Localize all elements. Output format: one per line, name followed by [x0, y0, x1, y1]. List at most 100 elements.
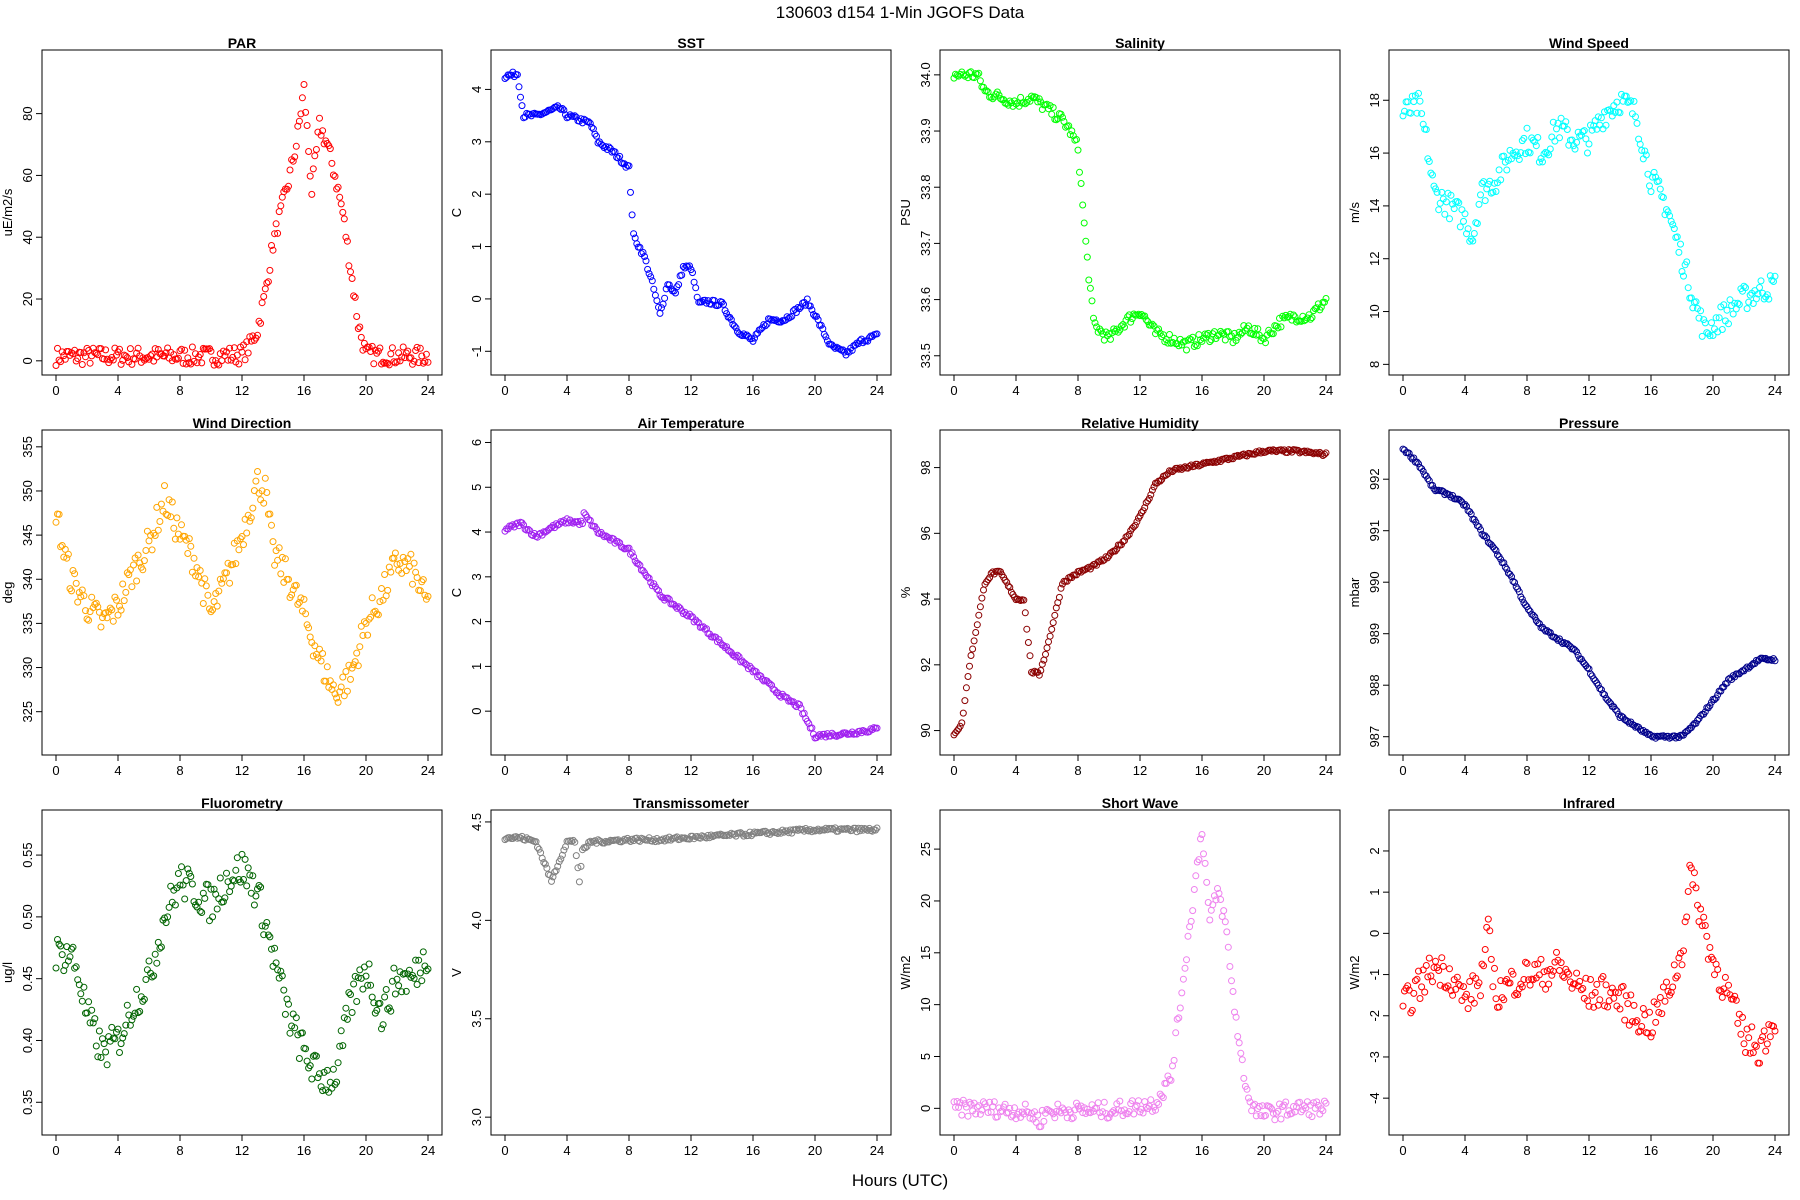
y-tick-label: 94 — [918, 592, 933, 606]
plot-frame — [939, 809, 1341, 1136]
data-point — [1447, 191, 1455, 199]
data-point — [407, 550, 415, 558]
data-point — [1663, 978, 1670, 986]
data-point — [628, 211, 636, 219]
data-point — [336, 1042, 344, 1050]
data-point — [1429, 978, 1436, 986]
data-point — [1176, 1004, 1184, 1012]
y-tick-label: 4 — [469, 528, 484, 535]
data-point — [1633, 119, 1641, 127]
data-point — [973, 621, 981, 629]
data-point — [109, 617, 117, 625]
data-point — [415, 956, 423, 964]
x-tick-label: 16 — [297, 1143, 311, 1158]
data-point — [975, 69, 983, 77]
data-point — [289, 157, 297, 165]
data-point — [185, 359, 193, 367]
data-point — [350, 292, 358, 300]
data-point — [1322, 449, 1330, 457]
y-tick-label: 5 — [918, 1053, 933, 1060]
x-tick-label: 12 — [1133, 1143, 1147, 1158]
data-point — [1506, 979, 1514, 987]
data-point — [730, 322, 738, 330]
data-point — [55, 510, 63, 518]
data-point — [385, 361, 393, 369]
data-point — [305, 148, 313, 155]
data-point — [966, 1098, 973, 1106]
data-point — [61, 961, 69, 969]
data-point — [151, 950, 159, 958]
data-point — [579, 520, 586, 528]
data-point — [1675, 248, 1683, 256]
data-point — [535, 845, 543, 853]
data-point — [1492, 188, 1500, 195]
data-point — [216, 874, 224, 882]
data-point — [1164, 339, 1172, 347]
data-point — [1066, 131, 1074, 139]
x-tick-label: 20 — [1257, 763, 1271, 778]
data-point — [229, 561, 237, 568]
data-point — [1639, 1005, 1647, 1012]
data-point — [682, 611, 690, 619]
data-point — [156, 518, 164, 525]
data-point — [558, 851, 566, 859]
data-point — [82, 607, 89, 615]
data-point — [1745, 1034, 1753, 1042]
x-tick-label: 4 — [1012, 1143, 1019, 1158]
data-point — [184, 354, 192, 362]
data-point — [1697, 905, 1705, 913]
data-point — [1055, 593, 1063, 601]
data-point — [362, 619, 370, 627]
y-tick-label: 990 — [1367, 571, 1382, 593]
data-point — [1495, 166, 1503, 174]
x-tick-label: 12 — [1133, 383, 1147, 398]
y-tick-label: 330 — [20, 657, 35, 679]
y-axis-label: ug/l — [0, 962, 15, 983]
y-axis-label: PSU — [898, 199, 913, 226]
data-point — [190, 898, 198, 906]
data-point — [1245, 322, 1252, 330]
data-point — [72, 579, 80, 587]
data-point — [117, 360, 125, 368]
data-point — [264, 931, 272, 939]
data-point — [1138, 311, 1145, 318]
data-point — [151, 345, 159, 353]
data-point — [808, 724, 816, 732]
x-tick-label: 8 — [1074, 763, 1081, 778]
data-point — [1594, 113, 1602, 121]
data-point — [345, 262, 353, 270]
data-point — [140, 995, 148, 1003]
x-tick-label: 16 — [746, 763, 760, 778]
data-point — [571, 838, 579, 846]
data-point — [329, 681, 337, 689]
data-point — [1763, 1040, 1771, 1048]
data-point — [170, 524, 178, 532]
data-point — [387, 350, 395, 358]
data-point — [551, 868, 559, 876]
data-point — [351, 972, 359, 980]
data-point — [328, 159, 336, 167]
series-air-temperature — [501, 509, 881, 742]
data-point — [334, 1059, 342, 1067]
data-point — [986, 574, 994, 582]
data-point — [89, 1019, 97, 1027]
data-point — [1052, 1108, 1060, 1115]
data-point — [1204, 329, 1212, 337]
data-point — [1487, 955, 1495, 963]
data-point — [1667, 217, 1675, 225]
data-point — [1732, 305, 1740, 313]
data-point — [993, 1113, 1001, 1121]
data-point — [1632, 1018, 1639, 1026]
x-tick-label: 0 — [501, 1143, 508, 1158]
data-point — [1534, 134, 1542, 141]
data-point — [422, 967, 430, 975]
data-point — [796, 305, 803, 313]
data-point — [1706, 944, 1714, 951]
data-point — [328, 1084, 336, 1092]
data-point — [1725, 981, 1732, 989]
data-point — [1735, 301, 1743, 308]
data-point — [373, 349, 381, 357]
data-point — [210, 885, 218, 893]
x-tick-label: 4 — [1012, 383, 1019, 398]
data-point — [1515, 588, 1523, 596]
